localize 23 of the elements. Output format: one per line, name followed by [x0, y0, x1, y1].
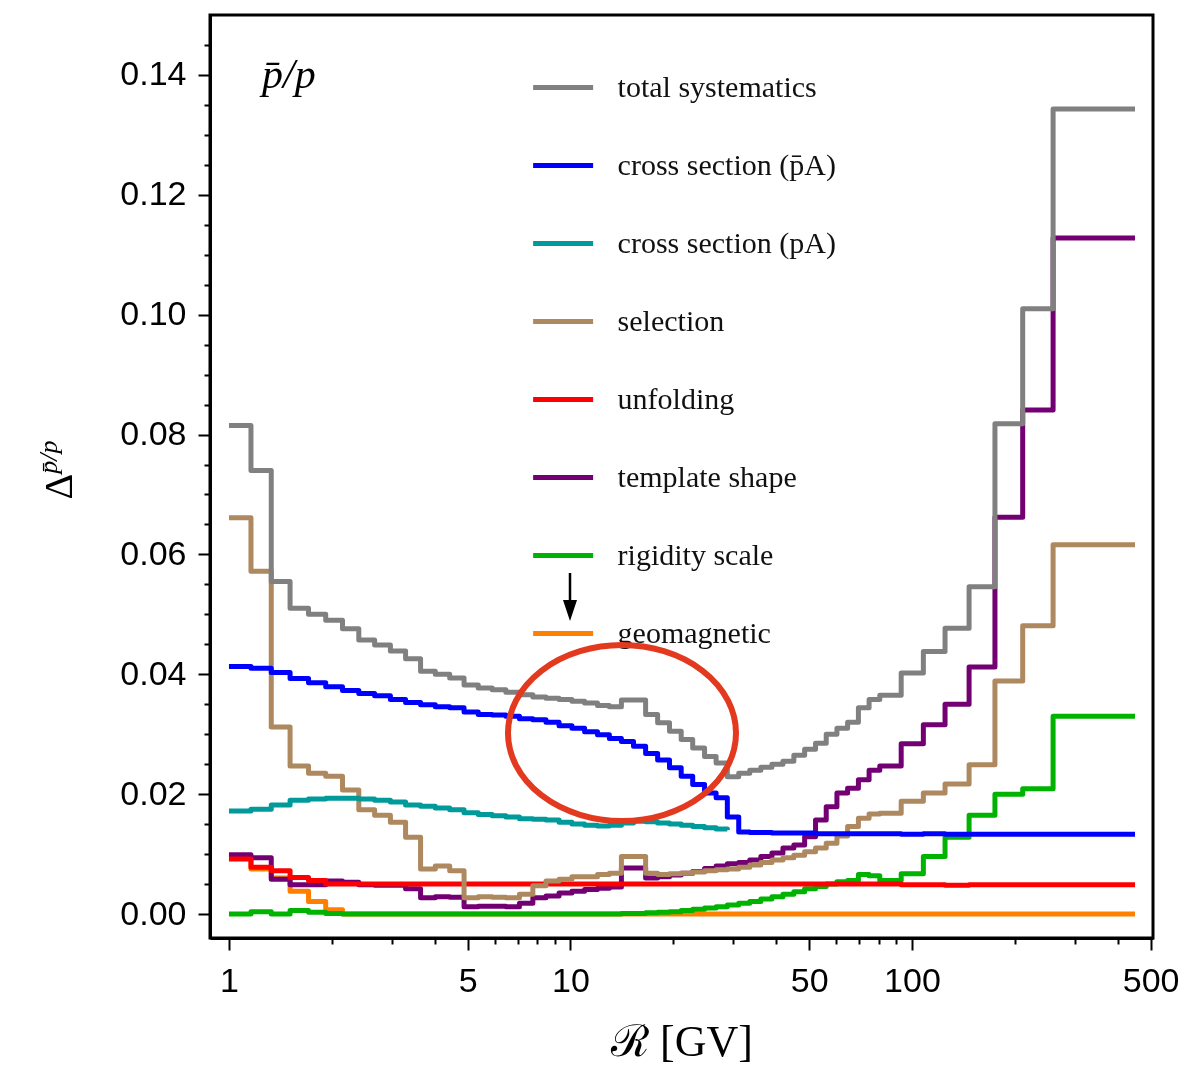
legend-label: cross section (p̄A) — [617, 147, 836, 182]
y-tick-label: 0.04 — [120, 653, 187, 692]
x-tick-label: 50 — [790, 960, 829, 999]
legend-label: template shape — [617, 459, 797, 493]
legend-label: unfolding — [617, 381, 735, 415]
y-tick-label: 0.14 — [120, 54, 187, 93]
x-tick-label: 10 — [552, 960, 590, 999]
x-tick-label: 500 — [1122, 960, 1180, 999]
x-axis-title: ℛ [GV] — [610, 1016, 753, 1066]
legend-label: total systematics — [617, 69, 817, 103]
y-tick-label: 0.12 — [120, 174, 187, 213]
legend-label: cross section (pA) — [617, 225, 836, 260]
legend-label: selection — [617, 303, 725, 337]
y-tick-label: 0.10 — [120, 294, 187, 333]
y-tick-label: 0.02 — [120, 773, 187, 812]
x-tick-label: 5 — [458, 960, 478, 999]
legend-label: rigidity scale — [617, 537, 774, 571]
x-tick-label: 100 — [884, 960, 941, 999]
y-tick-label: 0.08 — [120, 414, 187, 453]
y-tick-label: 0.06 — [120, 533, 187, 572]
y-tick-label: 0.00 — [120, 893, 187, 932]
legend-label: geomagnetic — [617, 615, 771, 649]
x-tick-label: 1 — [220, 960, 239, 999]
